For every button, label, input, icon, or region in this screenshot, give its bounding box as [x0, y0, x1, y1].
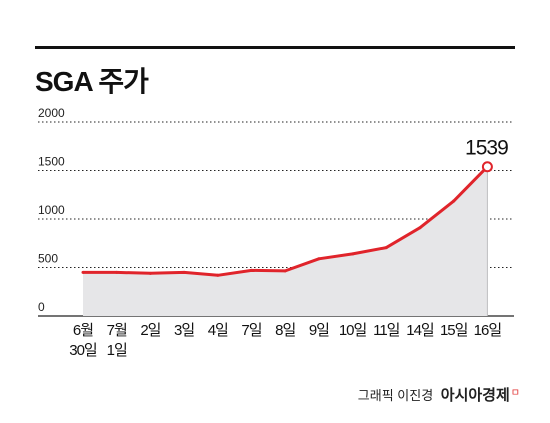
data-point [452, 199, 456, 203]
x-tick-label: 3일 [174, 322, 194, 339]
x-tick-label: 6월 30일 [69, 322, 97, 359]
x-tick-label: 7일 [241, 322, 261, 339]
x-tick-label: 8일 [275, 322, 295, 339]
data-point [81, 270, 85, 274]
x-tick-label: 10일 [339, 322, 367, 339]
y-tick-label: 1500 [38, 155, 65, 169]
y-tick-label: 2000 [38, 106, 65, 120]
credit: 그래픽 이진경 아시아경제ㅁ [358, 384, 520, 405]
x-tick-label: 16일 [474, 322, 502, 339]
highlight-point [481, 161, 493, 173]
x-tick-label: 14일 [406, 322, 434, 339]
data-point [351, 252, 355, 256]
data-label: 1539 [465, 137, 508, 160]
top-rule [35, 46, 515, 49]
y-tick-label: 0 [38, 300, 45, 314]
x-tick-label: 4일 [208, 322, 228, 339]
x-tick-label: 2일 [140, 322, 160, 339]
data-point [216, 273, 220, 277]
data-point [115, 270, 119, 274]
data-point [384, 246, 388, 250]
x-tick-label: 11일 [373, 322, 400, 339]
y-tick-label: 1000 [38, 203, 65, 217]
data-point [182, 270, 186, 274]
chart-title: SGA 주가 [35, 66, 149, 97]
price-area [83, 166, 488, 316]
credit-brand: 아시아경제 [440, 387, 510, 404]
data-point [148, 271, 152, 275]
brand-mark-icon: ㅁ [510, 388, 520, 399]
data-point [283, 269, 287, 273]
x-tick-label: 7월 1일 [107, 322, 127, 359]
x-tick-label: 15일 [440, 322, 468, 339]
x-tick-label: 9일 [309, 322, 329, 339]
data-point [317, 257, 321, 261]
credit-author: 그래픽 이진경 [357, 388, 434, 403]
data-point [250, 268, 253, 272]
data-point [418, 226, 422, 230]
y-tick-label: 500 [38, 252, 58, 266]
